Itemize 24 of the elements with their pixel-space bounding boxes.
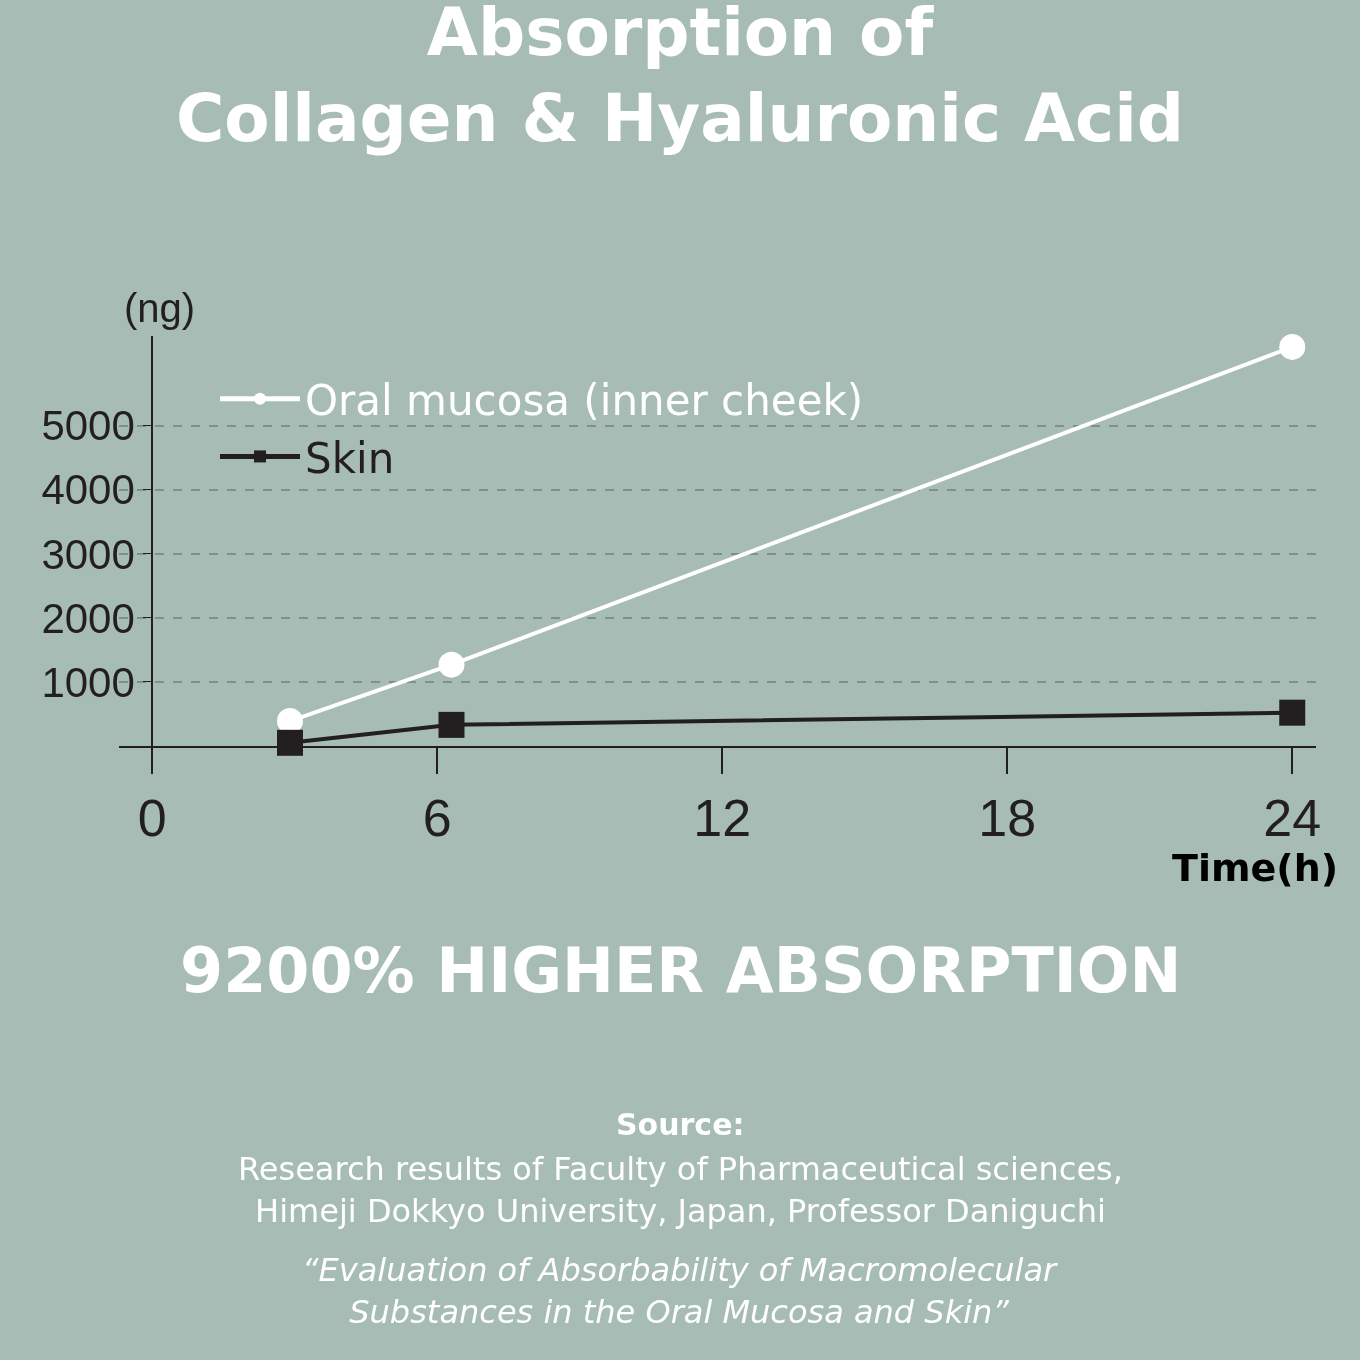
x-tick-label: 18 (978, 789, 1037, 848)
point (1279, 699, 1306, 726)
x-tick-label: 6 (422, 789, 452, 848)
legend-label: Skin (305, 433, 395, 483)
x-axis-title: Time(h) (1172, 846, 1339, 890)
text: 9200% HIGHER ABSORPTION (180, 934, 1182, 1007)
y-tick-label: 2000 (41, 594, 135, 642)
x-tick-label: 12 (693, 789, 752, 848)
x-tick-label: 0 (137, 789, 167, 848)
y-axis-title: (ng) (124, 286, 196, 330)
source-note: Source: (616, 1107, 745, 1142)
y-tick-label: 3000 (41, 530, 135, 578)
point (438, 711, 465, 738)
x-tick-label: 24 (1263, 789, 1322, 848)
chart-title: Absorption of Collagen & Hyaluronic Acid (175, 0, 1185, 157)
text: “Evaluation of Absorbability of Macromolecular Substances in the Oral Mucosa and Skin” (302, 1251, 1059, 1331)
y-tick-label: 4000 (41, 466, 135, 514)
y-tick-label: 5000 (41, 402, 135, 450)
legend-label: Oral mucosa (inner cheek) (305, 376, 864, 426)
point (1279, 333, 1306, 360)
y-tick-label: 1000 (41, 658, 135, 706)
text: Research results of Faculty of Pharmaceutical sciences, Himeji Dokkyo University, Japan, Professor Daniguchi (238, 1150, 1123, 1230)
point (277, 729, 303, 756)
point (438, 651, 465, 678)
